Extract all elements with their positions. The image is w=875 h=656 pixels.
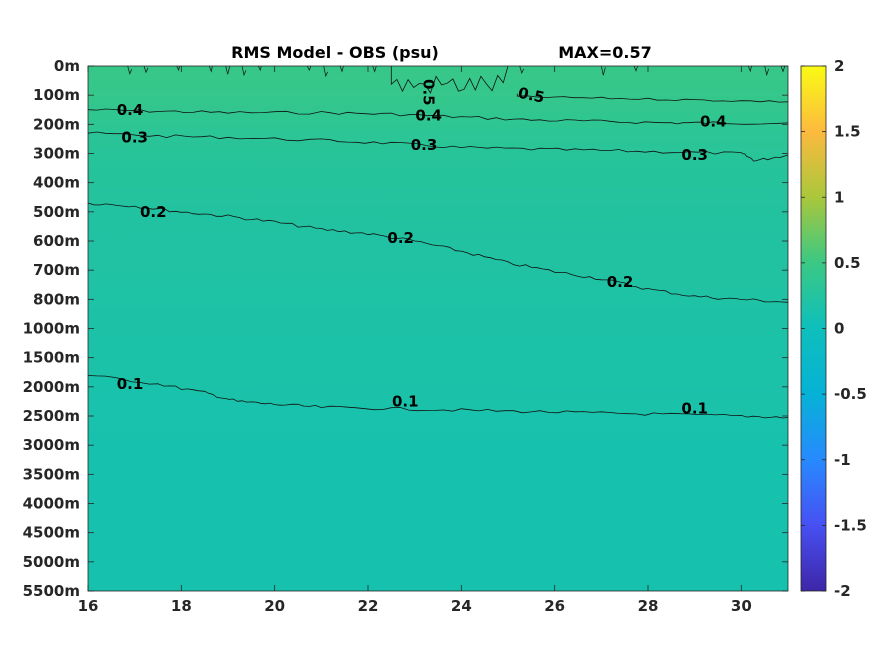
y-tick-label: 700m (33, 261, 80, 279)
colorbar-tick-label: 1.5 (834, 123, 861, 141)
surface-tick (306, 66, 312, 71)
contour-label: 0.2 (387, 229, 414, 247)
surface-tick (764, 66, 770, 77)
contour-label: 0.1 (117, 375, 144, 393)
surface-tick (747, 66, 752, 73)
y-tick-label: 3000m (23, 436, 80, 454)
contour-lines (88, 66, 788, 419)
surface-tick (257, 66, 262, 72)
max-label: MAX=0.57 (558, 43, 652, 62)
surface-tick (143, 66, 149, 74)
colorbar-tick-label: 0 (834, 320, 844, 338)
surface-tick (225, 66, 231, 75)
x-tick-label: 30 (731, 597, 752, 615)
surface-tick (241, 66, 247, 77)
shade-band-0.2 (88, 203, 788, 591)
plot-area: 0.5 0.50.4 0.4 0.40.3 0.30.30.20.20.20.10.1 0… (87, 65, 789, 592)
y-tick-label: 600m (33, 232, 80, 250)
contour-line-0.5-top (390, 66, 509, 94)
colorbar-tick-label: -1.5 (834, 516, 867, 534)
y-tick-label: 2500m (23, 407, 80, 425)
surface-tick (600, 66, 606, 76)
contour-label: 0.4 (415, 107, 442, 125)
colorbar-tick-label: -1 (834, 451, 851, 469)
colorbar-tick-label: 0.5 (834, 254, 861, 272)
contour-label: 0.3 (411, 136, 438, 154)
surface-tick (176, 66, 180, 72)
contour-line-0.1 (88, 375, 788, 419)
x-tick-label: 26 (544, 597, 565, 615)
contour-label: 0.3 (681, 146, 708, 164)
field-shade-layer (88, 109, 788, 591)
y-tick-label: 0m (54, 57, 80, 75)
contour-label: 0.2 (607, 273, 634, 291)
shade-band-0.1 (88, 375, 788, 591)
contour-label: 0.5 (516, 84, 546, 107)
y-tick-label: 300m (33, 145, 80, 163)
x-tick-label: 28 (638, 597, 659, 615)
chart-title: RMS Model - OBS (psu) (231, 43, 439, 62)
surface-tick (372, 66, 377, 73)
y-tick-label: 5500m (23, 582, 80, 600)
y-tick-label: 500m (33, 203, 80, 221)
surface-tick (127, 66, 133, 75)
surface-tick (208, 66, 213, 73)
y-tick-label: 4500m (23, 524, 80, 542)
y-tick-label: 200m (33, 115, 80, 133)
contour-line-0.3 (88, 131, 788, 162)
colorbar: 2 1.5 1 0.5 0 -0.5 -1 -1.5 -2 (800, 57, 867, 600)
colorbar-tick-label: -0.5 (834, 385, 867, 403)
contour-line-0.2 (88, 202, 788, 303)
y-tick-label: 1000m (23, 320, 80, 338)
y-tick-label: 100m (33, 86, 80, 104)
contour-label: 0.1 (681, 400, 708, 418)
y-axis: 0m 100m 200m 300m 400m 500m 600m 700m 800m 1000m 1… (23, 57, 788, 600)
contour-labels: 0.5 0.50.4 0.4 0.40.3 0.30.30.20.20.20.10.1 0… (117, 79, 727, 418)
y-tick-label: 3500m (23, 465, 80, 483)
y-tick-label: 4000m (23, 495, 80, 513)
y-tick-label: 2000m (23, 378, 80, 396)
contour-label: 0.4 (117, 101, 144, 119)
contour-label: 0.1 (392, 392, 419, 410)
x-axis: 16 18 20 22 24 26 28 30 (78, 66, 752, 615)
colorbar-tick-label: 2 (834, 57, 844, 75)
contour-line-0.5-tail (516, 93, 788, 103)
shade-band-0.3 (88, 133, 788, 591)
surface-tick (780, 66, 786, 73)
x-tick-label: 18 (171, 597, 192, 615)
x-tick-label: 20 (264, 597, 285, 615)
contour-label: 0.2 (140, 203, 167, 221)
colorbar-tick-label: -2 (834, 582, 851, 600)
y-tick-label: 5000m (23, 553, 80, 571)
contour-label: 0.4 (700, 112, 727, 130)
surface-tick (323, 66, 329, 78)
field-background (88, 66, 788, 591)
x-tick-label: 16 (78, 597, 99, 615)
x-tick-label: 22 (358, 597, 379, 615)
surface-tick (633, 66, 638, 72)
surface-tick (339, 66, 344, 73)
y-tick-label: 400m (33, 174, 80, 192)
contour-label: 0.3 (121, 129, 148, 147)
contour-line-0.4 (88, 108, 788, 125)
shade-band-0.4 (88, 109, 788, 591)
x-tick-label: 24 (451, 597, 472, 615)
y-tick-label: 1500m (23, 349, 80, 367)
colorbar-ticks: 2 1.5 1 0.5 0 -0.5 -1 -1.5 -2 (801, 57, 867, 600)
colorbar-tick-label: 1 (834, 188, 844, 206)
y-tick-label: 800m (33, 290, 80, 308)
contour-label: 0.5 (420, 79, 438, 106)
surface-tick (519, 66, 525, 74)
